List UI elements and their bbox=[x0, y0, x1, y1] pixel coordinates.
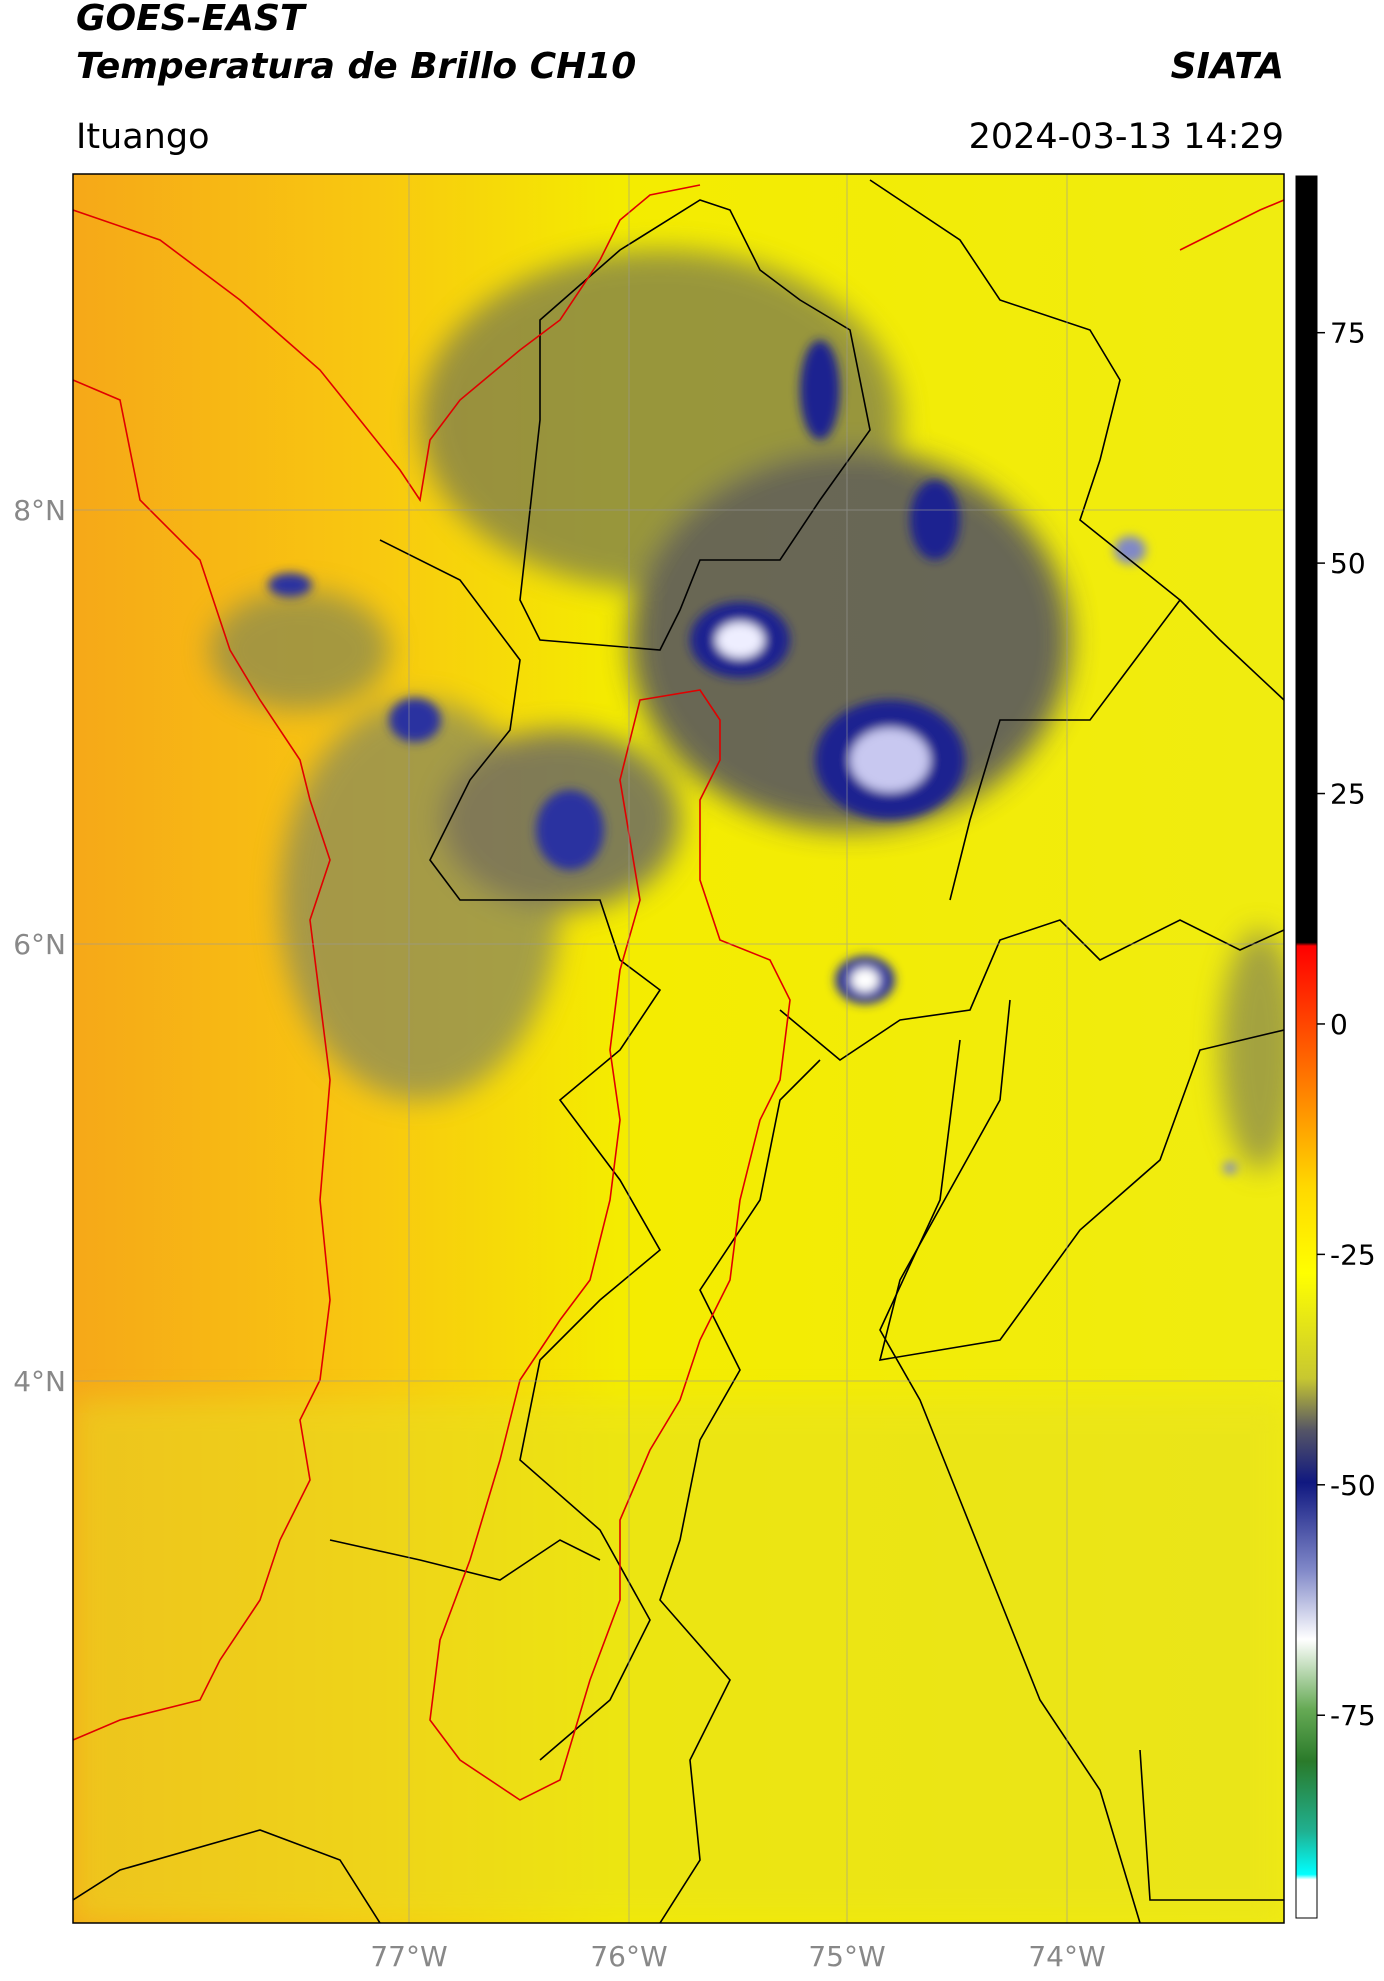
lon-label: 74°W bbox=[1028, 1940, 1105, 1973]
lat-label: 6°N bbox=[13, 928, 66, 961]
datetime: 2024-03-13 14:29 bbox=[969, 117, 1284, 157]
colorbar-ticks: 75 50 25 0 -25 -50 -75 bbox=[1317, 317, 1376, 1732]
lat-label: 8°N bbox=[13, 494, 66, 527]
lon-label: 77°W bbox=[370, 1940, 447, 1973]
colorbar-tick-label: 0 bbox=[1330, 1008, 1348, 1041]
colorbar-tick-label: 25 bbox=[1330, 778, 1366, 811]
subtitle: Temperatura de Brillo CH10 bbox=[76, 46, 636, 87]
colorbar-tick-label: -25 bbox=[1330, 1238, 1376, 1271]
lon-label: 76°W bbox=[590, 1940, 667, 1973]
org: SIATA bbox=[1171, 46, 1284, 87]
lat-label: 4°N bbox=[13, 1365, 66, 1398]
lon-label: 75°W bbox=[808, 1940, 885, 1973]
location: Ituango bbox=[76, 117, 210, 157]
colorbar bbox=[1295, 175, 1318, 1919]
colorbar-tick-label: 50 bbox=[1330, 547, 1366, 580]
title: GOES-EAST bbox=[76, 0, 307, 39]
colorbar-tick-label: -75 bbox=[1330, 1699, 1376, 1732]
map bbox=[73, 174, 1284, 1923]
colorbar-tick-label: -50 bbox=[1330, 1469, 1376, 1502]
map-frame bbox=[72, 173, 1285, 1924]
colorbar-tick-label: 75 bbox=[1330, 317, 1366, 350]
